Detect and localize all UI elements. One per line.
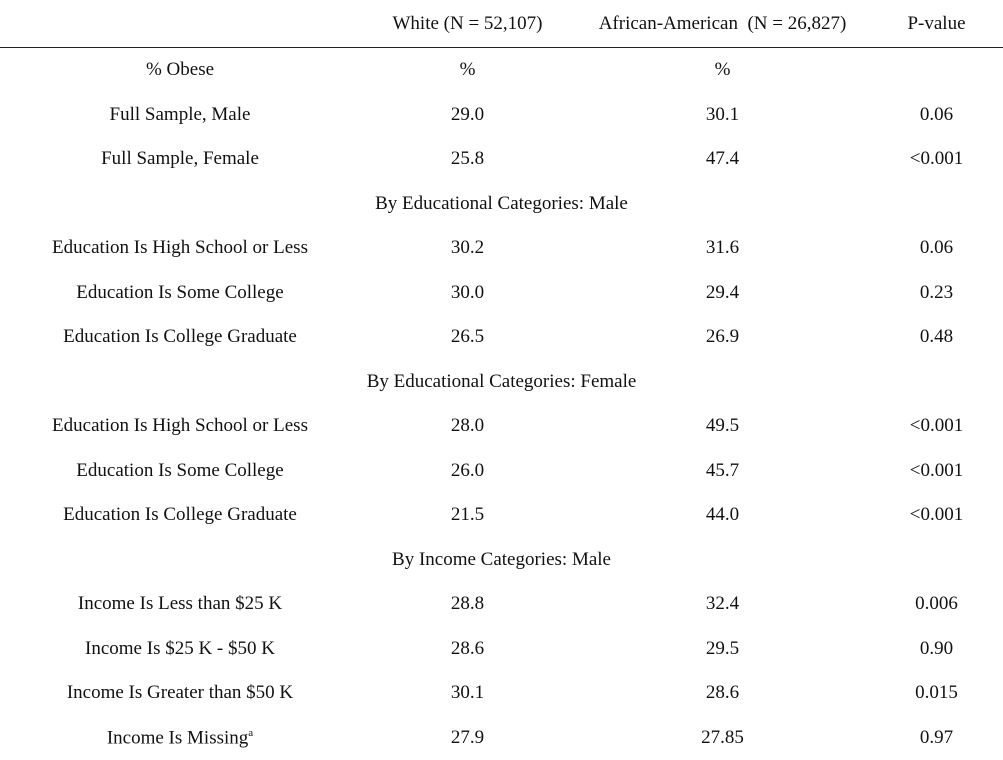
data-row: Income Is Less than $25 K 28.8 32.4 0.006 <box>0 582 1003 627</box>
cell: 0.90 <box>919 637 954 659</box>
cell: 28.0 <box>450 415 485 437</box>
data-row: Full Sample, Female 25.8 47.4 <0.001 <box>0 137 1003 182</box>
section-row: By Educational Categories: Male <box>0 182 1003 227</box>
cell: 26.9 <box>705 326 740 348</box>
row-label: Education Is High School or Less <box>52 415 308 437</box>
data-row: Education Is College Graduate 26.5 26.9 0.4… <box>0 315 1003 360</box>
cell: 27.85 <box>701 726 744 748</box>
cell: 45.7 <box>705 459 740 481</box>
footnote-mark: a <box>248 726 254 739</box>
cell: 29.4 <box>705 281 740 303</box>
section-heading: By Income Categories: Male <box>392 548 611 570</box>
cell: 29.0 <box>450 103 485 125</box>
column-header: P-value <box>870 0 1003 48</box>
cell: 21.5 <box>450 504 485 526</box>
column-header: White (N = 52,107) <box>360 0 575 48</box>
cell: <0.001 <box>909 415 964 437</box>
data-row: % Obese%% <box>0 48 1003 93</box>
row-label: Education Is College Graduate <box>63 326 297 348</box>
row-label: Full Sample, Male <box>109 103 251 125</box>
cell: 30.1 <box>450 682 485 704</box>
cell: 0.015 <box>915 682 958 704</box>
data-row: Education Is Some College 30.0 29.4 0.23 <box>0 271 1003 316</box>
data-row: Income Is Greater than $50 K 30.1 28.6 0.01… <box>0 671 1003 716</box>
row-label: % Obese <box>145 59 215 81</box>
cell: 30.1 <box>705 103 740 125</box>
table-body: % Obese%% Full Sample, Male 29.0 30.1 0.06 Fu… <box>0 48 1003 760</box>
cell: <0.001 <box>909 504 964 526</box>
data-row: Income Is $25 K - $50 K 28.6 29.5 0.90 <box>0 627 1003 672</box>
cell: 29.5 <box>705 637 740 659</box>
data-row: Education Is Some College 26.0 45.7 <0.001 <box>0 449 1003 494</box>
row-label: Income Is Missinga <box>106 726 254 748</box>
data-row: Education Is College Graduate 21.5 44.0 <0.… <box>0 493 1003 538</box>
cell: 28.6 <box>705 682 740 704</box>
cell: 0.48 <box>919 326 954 348</box>
row-label: Education Is Some College <box>76 281 284 303</box>
cell: 28.6 <box>450 637 485 659</box>
cell: 0.97 <box>919 726 954 748</box>
section-heading: By Educational Categories: Female <box>366 370 637 392</box>
section-row: By Educational Categories: Female <box>0 360 1003 405</box>
cell: 0.06 <box>919 237 954 259</box>
data-row: Education Is High School or Less 30.2 31.6… <box>0 226 1003 271</box>
data-row: Full Sample, Male 29.0 30.1 0.06 <box>0 93 1003 138</box>
cell: 25.8 <box>450 148 485 170</box>
cell: 0.23 <box>919 281 954 303</box>
cell: 0.06 <box>919 103 954 125</box>
cell: 30.0 <box>450 281 485 303</box>
cell: 32.4 <box>705 593 740 615</box>
column-header <box>0 0 360 48</box>
row-label: Income Is Less than $25 K <box>77 593 283 615</box>
cell: 28.8 <box>450 593 485 615</box>
cell: 26.5 <box>450 326 485 348</box>
cell: % <box>714 59 731 81</box>
cell: 47.4 <box>705 148 740 170</box>
header-row: White (N = 52,107) African-American (N = … <box>0 0 1003 48</box>
cell <box>870 48 1003 93</box>
data-row: Income Is Missinga 27.9 27.85 0.97 <box>0 716 1003 760</box>
cell: 44.0 <box>705 504 740 526</box>
cell: 30.2 <box>450 237 485 259</box>
cell: % <box>459 59 476 81</box>
row-label: Full Sample, Female <box>101 148 259 170</box>
data-row: Education Is High School or Less 28.0 49.5… <box>0 404 1003 449</box>
row-label: Education Is High School or Less <box>52 237 308 259</box>
row-label: Income Is Greater than $50 K <box>66 682 294 704</box>
row-label: Education Is College Graduate <box>63 504 297 526</box>
cell: 27.9 <box>450 726 485 748</box>
cell: 26.0 <box>450 459 485 481</box>
cell: 31.6 <box>705 237 740 259</box>
section-row: By Income Categories: Male <box>0 538 1003 583</box>
row-label: Education Is Some College <box>76 459 284 481</box>
section-heading: By Educational Categories: Male <box>375 192 628 214</box>
column-header: African-American (N = 26,827) <box>575 0 870 48</box>
row-label: Income Is $25 K - $50 K <box>85 637 275 659</box>
cell: 0.006 <box>915 593 958 615</box>
cell: <0.001 <box>909 148 964 170</box>
cell: <0.001 <box>909 459 964 481</box>
cell: 49.5 <box>705 415 740 437</box>
